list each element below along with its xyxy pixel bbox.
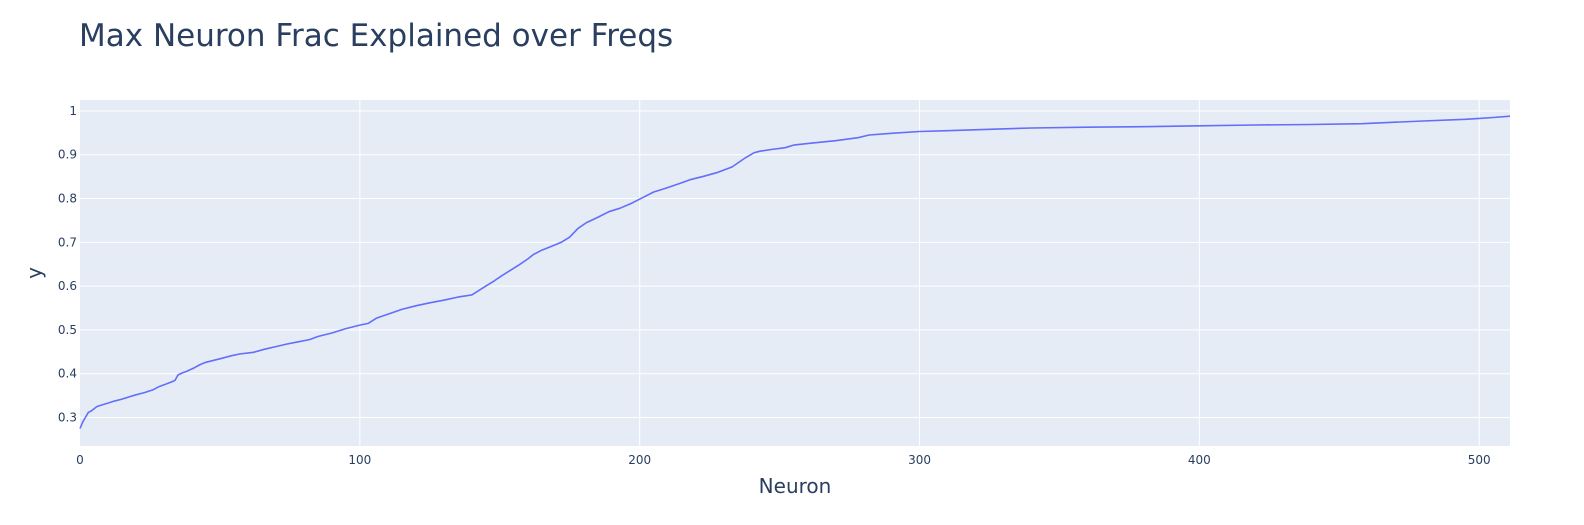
y-tick-label: 1 xyxy=(69,104,77,118)
plot-area xyxy=(80,100,1510,446)
x-tick-label: 300 xyxy=(908,453,931,467)
series-line xyxy=(79,115,1511,429)
x-tick-label: 100 xyxy=(348,453,371,467)
y-tick-label: 0.4 xyxy=(58,367,77,381)
y-tick-label: 0.3 xyxy=(58,411,77,425)
y-tick-label: 0.6 xyxy=(58,279,77,293)
y-tick-labels: 0.3 0.4 0.5 0.6 0.7 0.8 0.9 1 xyxy=(58,104,77,425)
grid-lines xyxy=(80,100,1510,446)
y-axis-title: y xyxy=(22,267,46,279)
x-tick-labels: 0 100 200 300 400 500 xyxy=(76,453,1490,467)
y-tick-label: 0.7 xyxy=(58,235,77,249)
chart-title: Max Neuron Frac Explained over Freqs xyxy=(79,18,674,54)
x-tick-label: 500 xyxy=(1468,453,1491,467)
y-tick-label: 0.5 xyxy=(58,323,77,337)
x-tick-label: 200 xyxy=(628,453,651,467)
y-tick-label: 0.9 xyxy=(58,148,77,162)
x-tick-label: 0 xyxy=(76,453,84,467)
y-tick-label: 0.8 xyxy=(58,192,77,206)
x-axis-title: Neuron xyxy=(759,474,832,498)
x-tick-label: 400 xyxy=(1188,453,1211,467)
